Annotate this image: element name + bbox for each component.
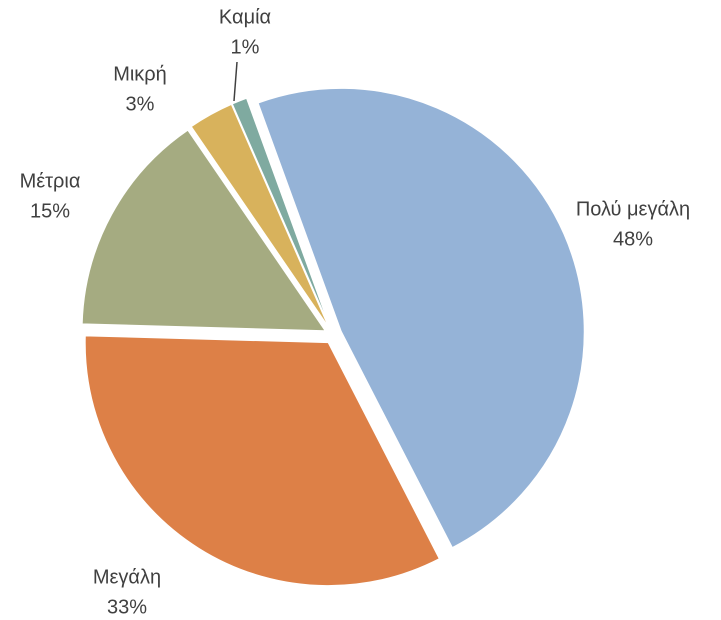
pie-slice	[231, 97, 331, 327]
slice-value-label: 3%	[126, 93, 155, 115]
pie-slice	[81, 129, 327, 332]
slice-label: Μεγάλη	[93, 566, 161, 588]
slice-label: Μέτρια	[20, 170, 81, 192]
slice-label: Καμία	[219, 6, 271, 28]
leader-line	[233, 61, 238, 102]
slice-value-label: 1%	[231, 36, 260, 58]
pie-slice	[190, 103, 330, 328]
slice-value-label: 48%	[613, 228, 653, 250]
pie-slice	[257, 87, 585, 549]
slice-value-label: 33%	[107, 596, 147, 618]
pie-slice	[84, 335, 440, 587]
slice-label: Πολύ μεγάλη	[576, 198, 690, 220]
slice-label: Μικρή	[113, 63, 167, 85]
slice-value-label: 15%	[30, 200, 70, 222]
